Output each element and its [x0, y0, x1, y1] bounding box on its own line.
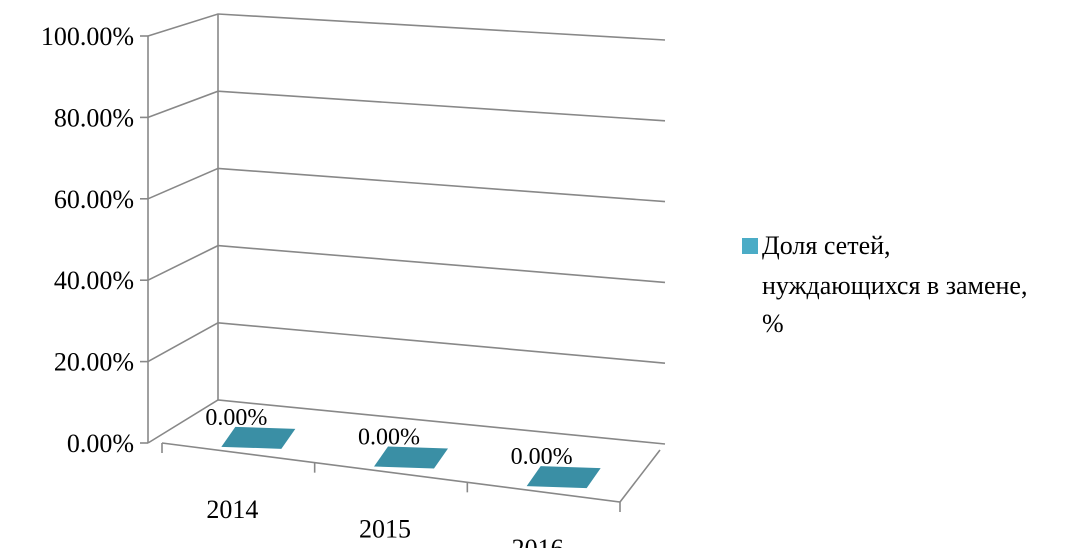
legend-label: Доля сетей, нуждающихся в замене, % [762, 231, 1034, 338]
y-tick-label: 80.00% [54, 103, 134, 132]
y-axis-tick-labels: 0.00% 20.00% 40.00% 60.00% 80.00% 100.00% [41, 22, 134, 458]
y-tick-label: 20.00% [54, 348, 134, 377]
x-axis-category-labels: 2014 2015 2016 [206, 495, 563, 548]
bar-series [221, 426, 601, 489]
gridline [147, 90, 666, 122]
y-tick-label: 0.00% [67, 429, 134, 458]
chart-grid [147, 13, 666, 445]
data-label: 0.00% [358, 425, 420, 451]
legend-label-line-3: % [762, 309, 784, 338]
x-category-label: 2016 [512, 534, 564, 548]
data-label: 0.00% [511, 444, 573, 470]
gridline [147, 167, 666, 203]
gridline [147, 321, 666, 364]
bar [526, 466, 601, 489]
legend: Доля сетей, нуждающихся в замене, % [742, 231, 1034, 338]
legend-marker [742, 238, 758, 254]
bar [221, 426, 296, 449]
chart-axes [140, 14, 661, 512]
data-labels: 0.00% 0.00% 0.00% [205, 405, 572, 470]
gridline [147, 244, 666, 284]
x-category-label: 2014 [206, 495, 258, 524]
y-tick-label: 100.00% [41, 22, 134, 51]
x-category-label: 2015 [359, 515, 411, 544]
gridline [147, 13, 666, 41]
legend-label-line-2: нуждающихся в замене, [762, 271, 1027, 300]
data-label: 0.00% [205, 405, 267, 431]
legend-label-line-1: Доля сетей, [762, 231, 891, 260]
bar [374, 446, 448, 469]
y-tick-label: 40.00% [54, 266, 134, 295]
y-tick-label: 60.00% [54, 185, 134, 214]
